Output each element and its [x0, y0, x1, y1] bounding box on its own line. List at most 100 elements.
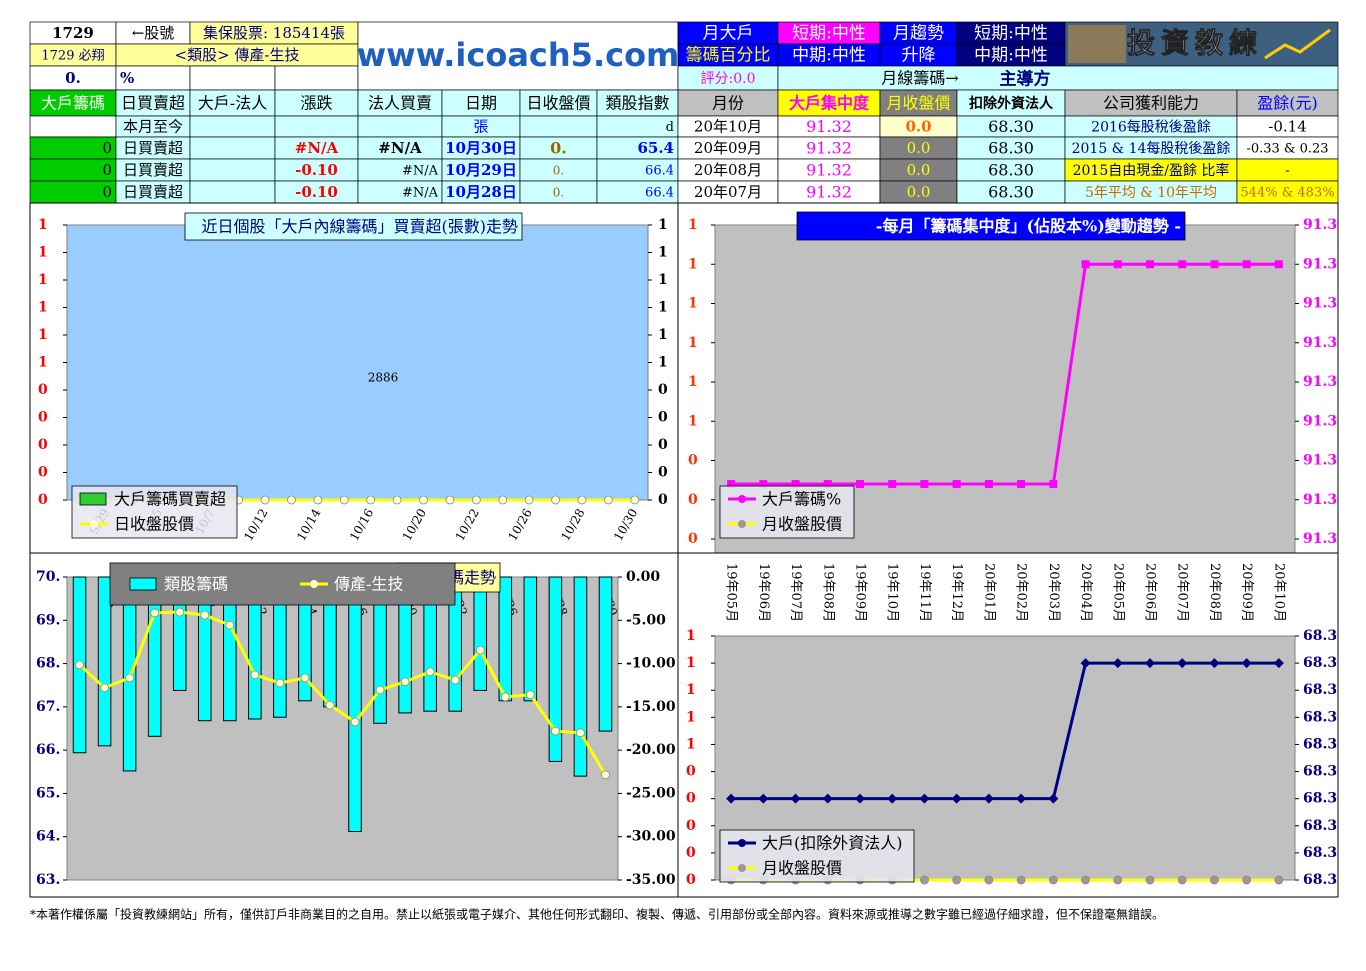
- table-cell: [189, 65, 276, 91]
- table-cell: [189, 180, 276, 204]
- y-tick-label: -5.00: [626, 612, 666, 628]
- table-cell: [777, 65, 1339, 91]
- x-tick-label: 20年08月: [1207, 563, 1222, 622]
- marker: [888, 480, 897, 489]
- marker: [887, 793, 898, 804]
- marker: [601, 770, 610, 780]
- cell-text: 日買賣超: [123, 183, 183, 201]
- legend-swatch: [129, 577, 157, 591]
- y-tick-label: 1: [688, 413, 698, 429]
- cell-text: 法人買賣: [368, 94, 432, 113]
- legend-swatch: [79, 492, 107, 506]
- table-cell: [956, 89, 1066, 117]
- cell-text: 類股指數: [605, 94, 669, 113]
- marker: [1241, 658, 1252, 669]
- marker: [952, 480, 961, 489]
- y-tick-label: 1: [38, 327, 48, 343]
- marker: [445, 495, 455, 505]
- marker: [576, 728, 585, 738]
- marker: [791, 480, 800, 489]
- marker: [260, 495, 270, 505]
- y-tick-label: 1: [686, 655, 696, 671]
- y-tick-label: 91.3: [1303, 296, 1337, 312]
- table-cell: [677, 65, 779, 91]
- marker: [550, 726, 560, 736]
- y-tick-label: 0: [38, 410, 48, 426]
- y-tick-label: 0: [658, 437, 668, 453]
- y-tick-label: 0: [658, 465, 668, 481]
- table-cell: [189, 115, 276, 138]
- marker: [325, 700, 335, 710]
- legend-marker: [90, 520, 98, 528]
- cell-text: 91.32: [806, 161, 852, 180]
- marker: [1274, 875, 1284, 885]
- bar: [598, 576, 613, 732]
- marker: [225, 620, 235, 630]
- legend-box: [719, 485, 855, 539]
- y-tick-label: -20.00: [626, 742, 676, 758]
- legend-marker: [310, 580, 318, 588]
- marker: [75, 660, 84, 670]
- y-tick-label: 1: [38, 245, 48, 261]
- table-cell: [274, 65, 359, 91]
- table-cell: [777, 89, 881, 117]
- y-tick-label: -30.00: [626, 829, 676, 845]
- y-tick-label: 91.3: [1303, 413, 1337, 429]
- cell-text: 短期:中性: [974, 24, 1048, 44]
- cell-text: 月收盤價: [886, 94, 950, 113]
- y-tick-label: 64.: [36, 829, 60, 845]
- cell-text: 0: [102, 161, 112, 179]
- marker: [471, 495, 481, 505]
- marker: [1274, 260, 1283, 269]
- cell-text: 月份: [712, 94, 744, 113]
- cell-text: 2015自由現金/盈餘 比率: [1073, 162, 1230, 179]
- marker: [313, 495, 323, 505]
- cell-text: 短期:中性: [792, 24, 866, 44]
- cell-text: 0.: [65, 69, 81, 87]
- cell-text: 0.0: [905, 118, 931, 136]
- y-tick-label: 91.3: [1303, 217, 1337, 233]
- marker: [150, 608, 160, 618]
- marker: [823, 480, 832, 489]
- y-tick-label: 0: [38, 465, 48, 481]
- marker: [300, 673, 310, 683]
- title-box: [184, 212, 523, 241]
- y-tick-label: 70.: [36, 569, 60, 585]
- marker: [1177, 658, 1188, 669]
- legend-marker: [738, 839, 746, 847]
- marker: [1177, 875, 1187, 885]
- cell-text: 日收盤價: [526, 94, 590, 113]
- table-cell: [274, 115, 359, 138]
- y-tick-label: -15.00: [626, 699, 676, 715]
- y-tick-label: 91.3: [1303, 335, 1337, 351]
- cell-text: -0.10: [295, 161, 338, 179]
- marker: [498, 495, 508, 505]
- marker: [125, 673, 135, 683]
- y-tick-label: 0: [688, 453, 698, 469]
- y-tick-label: 0: [38, 382, 48, 398]
- marker: [984, 875, 994, 885]
- leader-label: 主導方: [1000, 69, 1051, 90]
- marker: [339, 495, 349, 505]
- marker: [200, 610, 210, 620]
- x-tick-label: 19年06月: [756, 563, 771, 622]
- legend-label: 大戶籌碼買賣超: [114, 490, 226, 509]
- table-cell: [29, 65, 117, 91]
- marker: [287, 495, 296, 505]
- cell-text: 544% & 483%: [1240, 186, 1334, 201]
- y-tick-label: -35.00: [626, 872, 676, 888]
- bar: [573, 576, 588, 777]
- marker: [1048, 875, 1058, 885]
- marker: [920, 875, 929, 885]
- y-tick-label: 1: [688, 296, 698, 312]
- marker: [366, 495, 376, 505]
- logo-text: 投資教練: [1127, 27, 1263, 60]
- legend-label: 月收盤股價: [762, 515, 842, 534]
- marker: [822, 793, 833, 804]
- y-tick-label: 1: [688, 335, 698, 351]
- marker: [1209, 658, 1220, 669]
- marker: [1112, 658, 1123, 669]
- cell-text: 68.30: [988, 117, 1034, 136]
- cell-text: 評分:0.0: [701, 71, 756, 87]
